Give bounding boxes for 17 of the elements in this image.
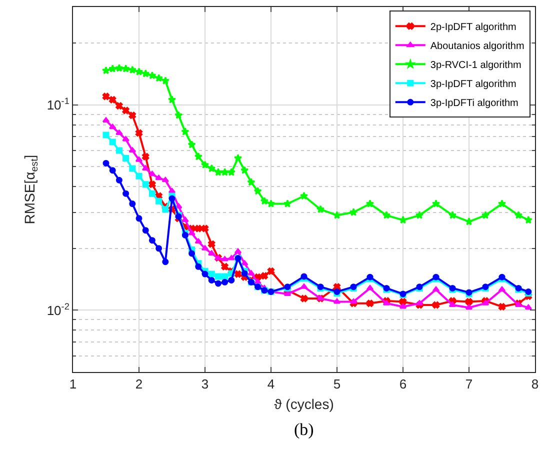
x-tick-label: 3 bbox=[201, 376, 209, 392]
x-tick-label: 7 bbox=[465, 376, 473, 392]
x-tick-label: 6 bbox=[399, 376, 407, 392]
legend-label: Aboutanios algorithm bbox=[430, 41, 524, 52]
text: (b) bbox=[294, 420, 314, 439]
x-tick-label: 2 bbox=[135, 376, 143, 392]
x-axis-title: ϑ (cycles) bbox=[274, 396, 334, 412]
legend-label: 3p-IpDFT algorithm bbox=[430, 79, 516, 90]
y-tick-label: 10$^{-2}$ bbox=[46, 301, 70, 318]
legend-label: 3p-RVCI-1 algorithm bbox=[430, 60, 522, 72]
legend-label: 3p-IpDFTi algorithm bbox=[430, 98, 518, 110]
y-tick-label: 10$^{-1}$ bbox=[46, 96, 70, 112]
x-tick-label: 5 bbox=[333, 376, 341, 392]
x-tick-label: 1 bbox=[69, 376, 77, 392]
x-tick-label: 8 bbox=[531, 376, 539, 392]
x-tick-label: 4 bbox=[267, 376, 275, 392]
legend-label: 2p-IpDFT algorithm bbox=[430, 22, 516, 34]
